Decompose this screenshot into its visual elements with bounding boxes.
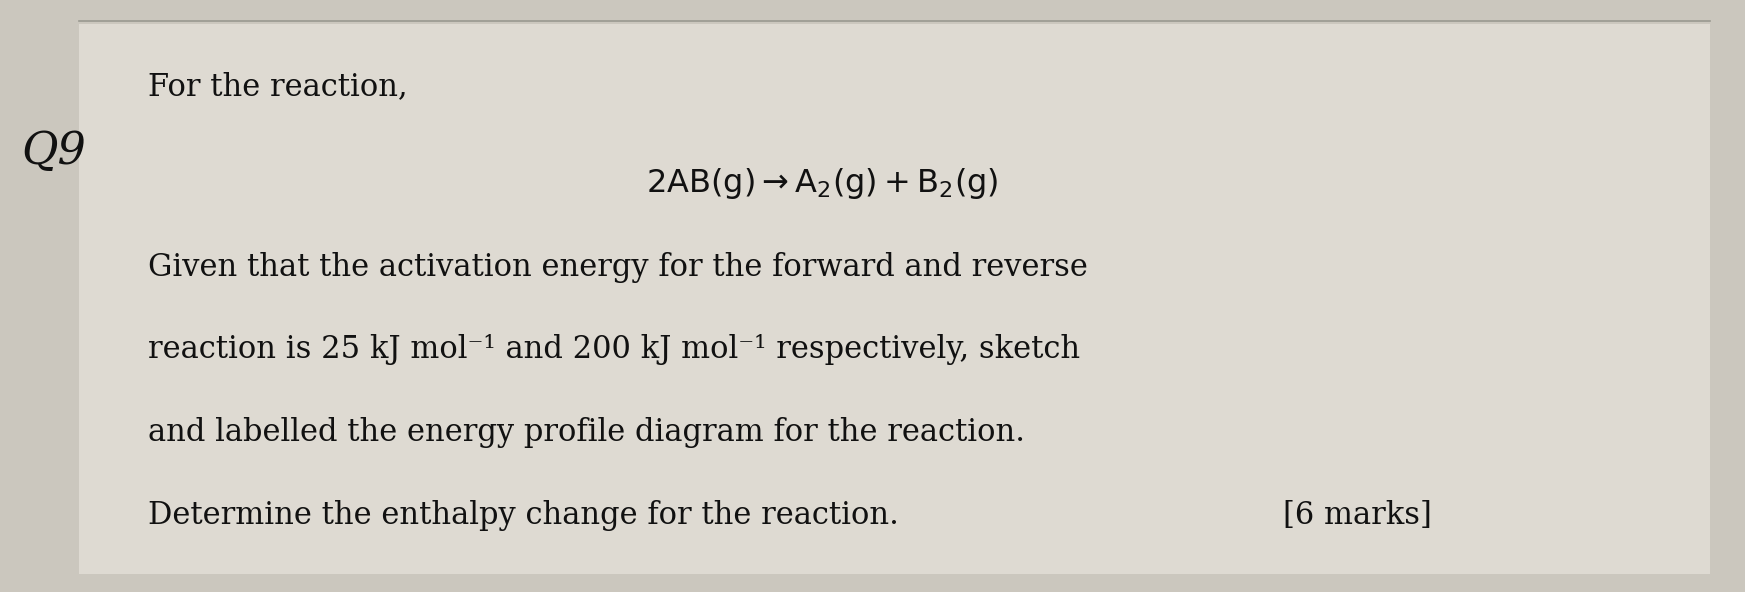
Text: Determine the enthalpy change for the reaction.: Determine the enthalpy change for the re… <box>148 500 899 531</box>
Text: $\mathrm{2AB(g) \rightarrow A_2(g) + B_2(g)}$: $\mathrm{2AB(g) \rightarrow A_2(g) + B_2… <box>646 166 998 201</box>
Text: Q9: Q9 <box>21 130 86 173</box>
Text: reaction is 25 kJ mol⁻¹ and 200 kJ mol⁻¹ respectively, sketch: reaction is 25 kJ mol⁻¹ and 200 kJ mol⁻¹… <box>148 334 1080 365</box>
FancyBboxPatch shape <box>79 24 1710 574</box>
Text: and labelled the energy profile diagram for the reaction.: and labelled the energy profile diagram … <box>148 417 1026 448</box>
Text: Given that the activation energy for the forward and reverse: Given that the activation energy for the… <box>148 252 1089 282</box>
Text: [6 marks]: [6 marks] <box>1283 500 1431 531</box>
Text: For the reaction,: For the reaction, <box>148 71 408 102</box>
